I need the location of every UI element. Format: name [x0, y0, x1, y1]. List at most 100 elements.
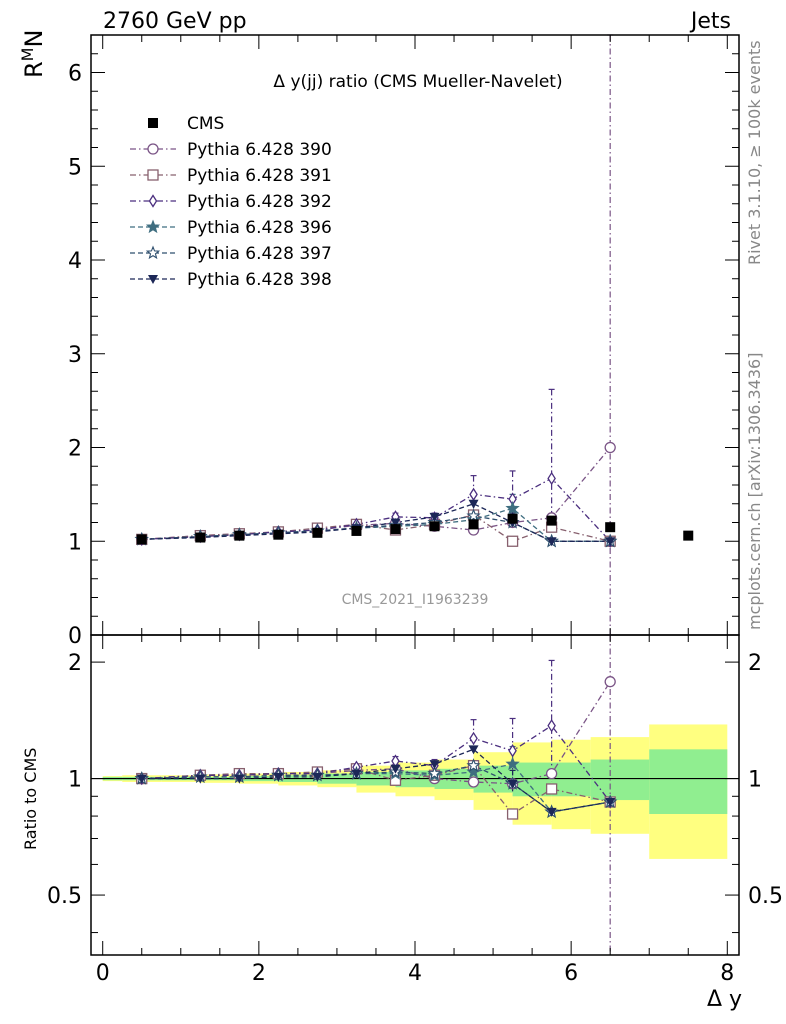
main-ytick-label: 5 — [68, 155, 82, 180]
mcplots-label: mcplots.cern.ch [arXiv:1306.3436] — [745, 353, 764, 630]
rivet-version-label: Rivet 3.1.10, ≥ 100k events — [745, 40, 764, 265]
ratio-series-5-point — [468, 745, 479, 755]
legend-label-2: Pythia 6.428 391 — [187, 166, 332, 186]
main-ytick-label: 2 — [68, 437, 82, 462]
ratio-series-4-point — [427, 766, 442, 780]
legend-label-5: Pythia 6.428 397 — [187, 244, 332, 264]
legend-marker-6 — [148, 275, 158, 284]
main-series-5-point — [390, 518, 401, 528]
cms-data-point — [312, 527, 323, 538]
main-title: Δ y(jj) ratio (CMS Mueller-Navelet) — [273, 72, 562, 92]
xtick-label: 2 — [252, 961, 266, 986]
cms-data-point — [351, 525, 362, 536]
xtick-label: 4 — [408, 961, 422, 986]
main-ytick-label: 6 — [68, 62, 82, 87]
ratio-series-5-point — [234, 774, 245, 784]
main-series-line-5 — [141, 503, 611, 542]
ratio-series-5-point — [507, 779, 518, 789]
legend-marker-5 — [145, 245, 161, 260]
ratio-series-5-point — [136, 774, 147, 784]
header-left-label: 2760 GeV pp — [103, 9, 247, 34]
ratio-ytick-label-right: 0.5 — [748, 884, 783, 909]
legend-marker-0 — [148, 118, 158, 128]
ratio-ylabel: Ratio to CMS — [21, 748, 40, 850]
main-series-2-point — [547, 471, 556, 486]
ratio-series-line-1 — [141, 764, 611, 815]
main-series-2-point — [469, 487, 478, 502]
main-series-1-point — [506, 535, 519, 547]
ratio-series-1-point — [545, 783, 558, 795]
ratio-series-5-point — [429, 760, 440, 770]
ratio-series-3-point — [466, 764, 481, 779]
main-series-5-point — [468, 499, 479, 509]
main-ylabel: RMN — [18, 30, 48, 78]
ratio-series-4-point — [466, 758, 481, 772]
ratio-series-5-point — [351, 769, 362, 779]
ratio-series-0-point — [545, 767, 558, 780]
cms-data-point — [683, 530, 694, 541]
main-series-3-point — [505, 500, 520, 515]
ratio-series-5-point — [312, 772, 323, 782]
ratio-series-line-5 — [141, 748, 611, 813]
ratio-ytick-label-right: 2 — [748, 651, 762, 676]
ratio-series-2-point — [508, 744, 517, 758]
cms-data-point — [429, 521, 440, 532]
main-series-4-point — [466, 508, 481, 523]
main-ytick-label: 0 — [68, 624, 82, 649]
ratio-series-5-point — [605, 797, 616, 807]
ratio-data-layer — [91, 634, 739, 955]
ratio-inner-band — [590, 759, 650, 801]
cms-data-point — [234, 530, 245, 541]
ratio-series-5-point — [546, 807, 557, 817]
main-data-layer — [134, 34, 694, 635]
main-plot: 0 1 2 3 4 5 6 Δ y(jj) ratio (CMS Mueller-Navel… — [18, 30, 740, 649]
main-series-line-4 — [141, 515, 611, 542]
legend-label-0: CMS — [187, 114, 224, 134]
ratio-ytick-label: 0.5 — [47, 884, 82, 909]
legend-label-4: Pythia 6.428 396 — [187, 218, 332, 238]
ratio-series-1-point — [506, 808, 519, 820]
ratio-series-3-point — [505, 756, 520, 771]
main-series-5-point — [429, 512, 440, 522]
ratio-series-line-4 — [141, 764, 611, 813]
ratio-inner-band — [649, 749, 728, 814]
main-series-0-point — [604, 441, 616, 454]
main-ytick-label: 3 — [68, 343, 82, 368]
ratio-series-line-2 — [141, 724, 611, 803]
main-series-5-point — [605, 537, 616, 547]
ratio-inner-band — [551, 762, 591, 797]
ratio-series-0-point — [467, 776, 480, 788]
legend-label-1: Pythia 6.428 390 — [187, 140, 332, 160]
ratio-ytick-label: 1 — [68, 768, 82, 793]
ratio-series-5-point — [390, 764, 401, 774]
cms-data-point — [468, 519, 479, 530]
xtick-label: 0 — [96, 961, 110, 986]
header-right-label: Jets — [689, 9, 731, 34]
xtick-label: 8 — [720, 961, 734, 986]
xaxis-label: Δ y — [707, 987, 742, 1012]
legend-label-3: Pythia 6.428 392 — [187, 192, 332, 212]
cms-data-point — [507, 513, 518, 524]
ratio-inner-band — [512, 762, 552, 797]
ratio-series-5-point — [195, 774, 206, 784]
legend-marker-1 — [147, 143, 159, 155]
main-ytick-label: 1 — [68, 530, 82, 555]
ratio-series-0-point — [604, 676, 616, 688]
cms-data-point — [273, 529, 284, 540]
xtick-label: 6 — [564, 961, 578, 986]
legend-marker-4 — [145, 219, 161, 234]
cms-data-point — [195, 532, 206, 543]
cms-data-point — [136, 534, 147, 545]
legend-label-6: Pythia 6.428 398 — [187, 270, 332, 290]
ratio-ytick-label: 2 — [68, 651, 82, 676]
legend-marker-2 — [147, 169, 159, 181]
svg-text:RMN: RMN — [18, 30, 48, 78]
main-series-5-point — [546, 537, 557, 547]
ratio-series-2-point — [547, 718, 556, 733]
legend: CMS Pythia 6.428 390 Pythia 6.428 391 Pythi… — [130, 114, 332, 290]
ratio-ytick-label-right: 1 — [748, 768, 762, 793]
cms-data-point — [605, 522, 616, 533]
cms-data-point — [546, 515, 557, 526]
cms-data-point — [390, 524, 401, 535]
watermark: CMS_2021_I1963239 — [342, 592, 489, 608]
